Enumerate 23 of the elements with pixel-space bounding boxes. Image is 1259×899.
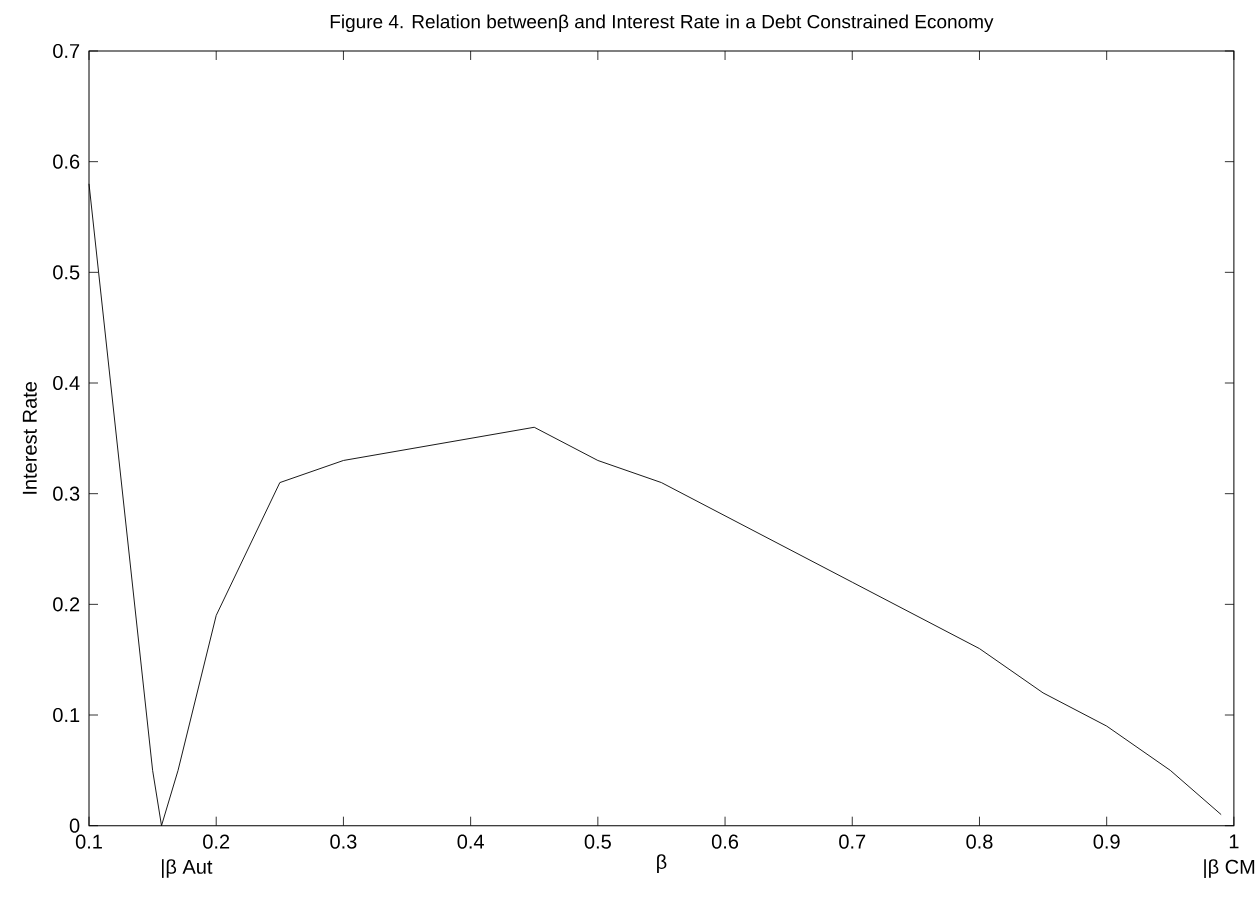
- y-tick-label: 0.1: [53, 707, 80, 723]
- x-tick-label: 0.5: [584, 834, 611, 849]
- y-tick-label: 0: [69, 818, 80, 833]
- y-tick-label: 0.5: [53, 265, 80, 280]
- text: |β Aut: [162, 859, 213, 878]
- y-tick-label: 0.7: [53, 43, 80, 59]
- y-axis-title: Interest Rate: [22, 382, 37, 494]
- x-tick-label: 0.4: [457, 834, 484, 849]
- x-tick-label: 0.1: [75, 834, 102, 849]
- x-tick-label: 0.3: [330, 834, 357, 849]
- chart-title: Figure 4. Relation betweenβ and Interest Rate in a Debt Constrained Economy: [330, 14, 994, 33]
- x-tick-label: 0.6: [711, 834, 739, 849]
- y-tick-label: 0.4: [53, 375, 80, 391]
- x-tick-label: 0.7: [839, 834, 866, 849]
- x-tick-label: 0.8: [966, 834, 993, 849]
- y-tick-label: 0.6: [53, 154, 80, 169]
- x-tick-label: 0.2: [203, 834, 230, 849]
- y-tick-label: 0.2: [53, 597, 80, 612]
- y-tick-label: 0.3: [53, 486, 80, 501]
- text: |β CM: [1204, 859, 1255, 878]
- x-tick-label: 0.9: [1093, 834, 1120, 849]
- x-tick-label: 1: [1229, 834, 1239, 849]
- x-axis-title: β: [657, 854, 667, 873]
